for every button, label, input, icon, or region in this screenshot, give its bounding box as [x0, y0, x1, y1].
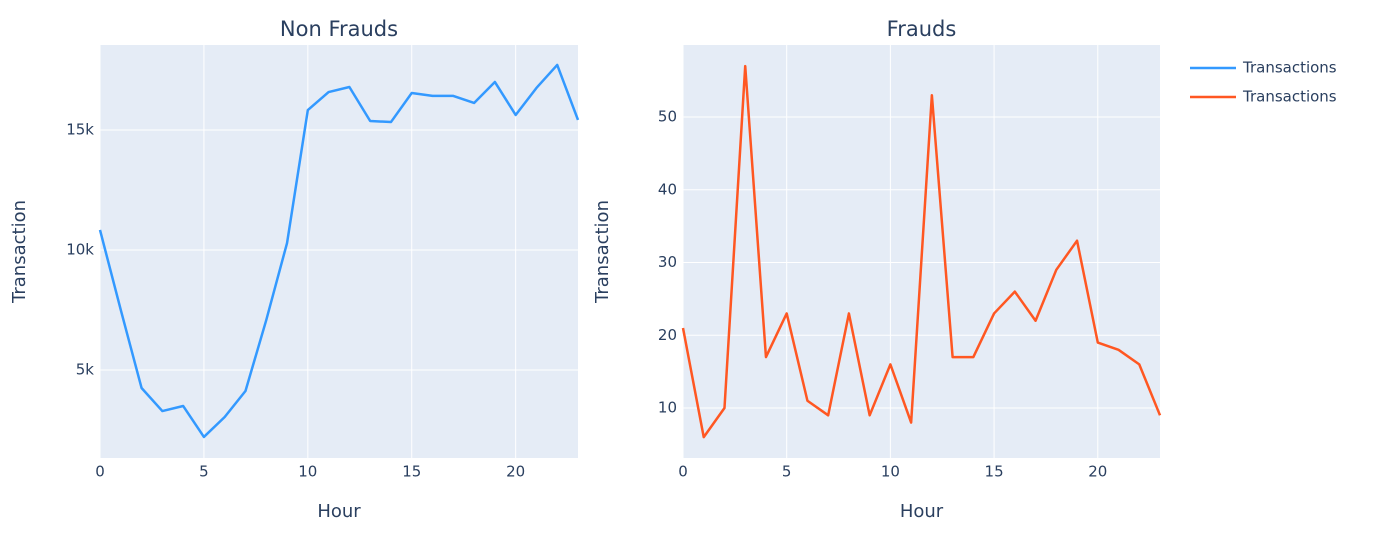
chart-title: Non Frauds [280, 17, 398, 41]
data-line [681, 64, 1162, 439]
chart-title: Frauds [887, 17, 957, 41]
y-tick-label: 20 [658, 326, 677, 344]
x-tick-label: 5 [199, 463, 209, 481]
plot-area [100, 45, 578, 458]
data-line [98, 63, 580, 439]
x-tick-label: 0 [678, 463, 688, 481]
y-axis-title: Transaction [592, 200, 613, 304]
x-tick-label: 10 [881, 463, 900, 481]
x-tick-label: 20 [506, 463, 525, 481]
y-tick-label: 10 [658, 399, 677, 417]
x-tick-label: 15 [402, 463, 421, 481]
legend-label: Transactions [1242, 59, 1337, 77]
x-tick-label: 15 [985, 463, 1004, 481]
x-axis-title: Hour [900, 501, 944, 522]
y-tick-label: 10k [66, 240, 94, 258]
x-tick-label: 10 [298, 463, 317, 481]
y-tick-label: 30 [658, 253, 677, 271]
x-tick-label: 0 [95, 463, 105, 481]
legend-label: Transactions [1242, 88, 1337, 106]
y-tick-label: 15k [66, 120, 94, 138]
x-tick-label: 5 [782, 463, 792, 481]
y-tick-label: 40 [658, 180, 677, 198]
x-axis-title: Hour [317, 501, 361, 522]
y-tick-label: 5k [76, 360, 95, 378]
y-axis-title: Transaction [9, 200, 30, 304]
y-tick-label: 50 [658, 108, 677, 126]
x-tick-label: 20 [1088, 463, 1107, 481]
